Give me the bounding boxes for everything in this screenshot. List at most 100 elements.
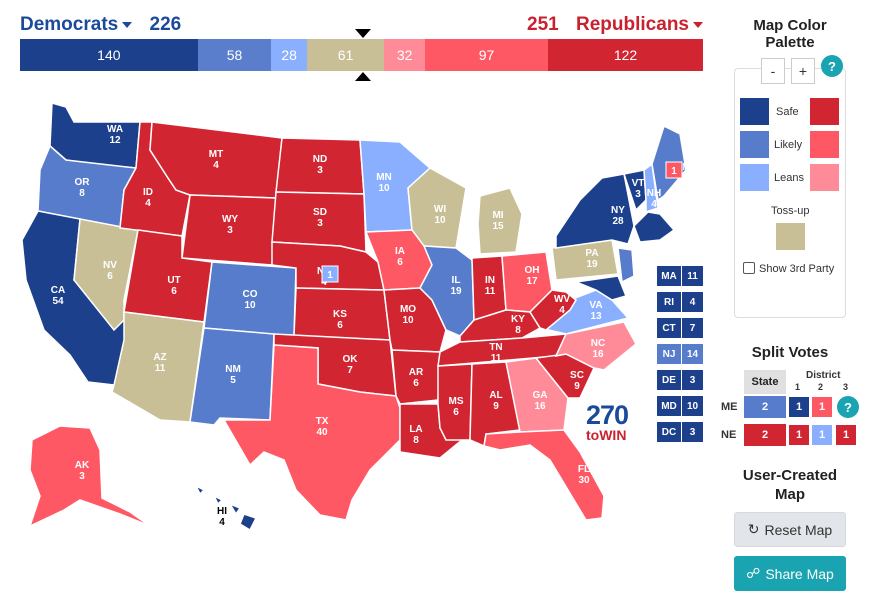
me-row-label: ME	[721, 401, 738, 413]
state-ev-in: 11	[485, 286, 496, 297]
swatch-likely-r[interactable]	[810, 131, 839, 158]
state-fl[interactable]	[483, 429, 605, 521]
label-likely: Likely	[774, 139, 803, 151]
state-label-ga: GA	[533, 390, 548, 401]
state-tx[interactable]	[222, 344, 401, 521]
zoom-in-button[interactable]: +	[791, 58, 815, 84]
me-district-box[interactable]	[665, 161, 683, 179]
state-ev-ks: 6	[337, 320, 343, 331]
majority-marker-top	[355, 29, 371, 38]
label-safe: Safe	[776, 106, 799, 118]
state-ev-az: 11	[155, 363, 166, 374]
share-map-label: Share Map	[765, 565, 834, 582]
small-state-de[interactable]: DE 3	[657, 370, 703, 390]
state-label-mi: MI	[492, 210, 503, 221]
small-state-ev: 3	[681, 422, 703, 442]
state-label-wa: WA	[107, 124, 123, 135]
small-state-ev: 3	[681, 370, 703, 390]
democrats-header[interactable]: Democrats 226	[20, 14, 181, 36]
small-state-ma[interactable]: MA 11	[657, 266, 703, 286]
zoom-out-button[interactable]: -	[761, 58, 785, 84]
split-help-icon[interactable]: ?	[837, 396, 859, 418]
state-ev-ny: 28	[612, 216, 624, 227]
reset-map-button[interactable]: ↻ Reset Map	[734, 512, 846, 547]
swatch-safe-d[interactable]	[740, 98, 769, 125]
state-nh[interactable]	[643, 162, 659, 214]
state-label-mn: MN	[376, 172, 392, 183]
state-new-england[interactable]	[633, 211, 676, 243]
state-ev-wy: 3	[227, 225, 233, 236]
state-nc[interactable]	[554, 321, 637, 371]
district-3-header: 3	[843, 382, 849, 392]
state-label-oh: OH	[525, 265, 540, 276]
swatch-leans-d[interactable]	[740, 164, 769, 191]
state-label-ut: UT	[167, 275, 180, 286]
republicans-header[interactable]: 251 Republicans	[527, 14, 703, 36]
small-state-abbr: DC	[657, 422, 681, 442]
chevron-down-icon[interactable]	[122, 21, 133, 28]
tally-segment: 61	[306, 39, 385, 71]
ne-district-3[interactable]: 1	[836, 425, 856, 445]
swatch-tossup[interactable]	[776, 223, 805, 250]
ne-district-2[interactable]: 1	[812, 425, 832, 445]
state-ak[interactable]	[28, 425, 151, 528]
state-wv[interactable]	[529, 289, 577, 331]
swatch-safe-r[interactable]	[810, 98, 839, 125]
help-icon[interactable]: ?	[821, 55, 843, 77]
show-third-party-checkbox[interactable]	[743, 262, 755, 274]
small-state-md[interactable]: MD 10	[657, 396, 703, 416]
small-state-abbr: CT	[657, 318, 681, 338]
state-label-ar: AR	[409, 367, 424, 378]
state-label-va: VA	[589, 300, 602, 311]
me-district-1[interactable]: 1	[789, 397, 809, 417]
state-mi[interactable]	[477, 187, 523, 255]
state-label-co: CO	[243, 289, 258, 300]
small-state-nj[interactable]: NJ 14	[657, 344, 703, 364]
state-ev-nc: 16	[592, 349, 604, 360]
me-district-2[interactable]: 1	[812, 397, 832, 417]
state-ev-me: 1	[687, 173, 693, 184]
small-state-ri[interactable]: RI 4	[657, 292, 703, 312]
state-hi[interactable]	[194, 484, 258, 532]
state-label-wv: WV	[554, 294, 570, 305]
small-state-dc[interactable]: DC 3	[657, 422, 703, 442]
state-labels: WA12OR8CA54NV6ID4MT4WY3UT6AZ11CO10NM5ND3…	[51, 124, 698, 528]
state-il[interactable]	[419, 245, 475, 337]
state-ga[interactable]	[505, 357, 569, 433]
ne-district-box[interactable]	[321, 265, 339, 283]
state-label-mo: MO	[400, 304, 416, 315]
state-label-nv: NV	[103, 260, 117, 271]
democrats-label[interactable]: Democrats	[20, 14, 119, 35]
me-state-value[interactable]: 2	[744, 396, 786, 418]
state-label-az: AZ	[153, 352, 166, 363]
state-ev-ut: 6	[171, 286, 177, 297]
tally-segment: 140	[20, 39, 198, 71]
tally-segment: 97	[424, 39, 549, 71]
state-nj[interactable]	[617, 247, 635, 284]
ne-district-1[interactable]: 1	[789, 425, 809, 445]
state-ev-tx: 40	[316, 427, 328, 438]
state-md-de[interactable]	[573, 275, 628, 301]
republicans-label[interactable]: Republicans	[576, 14, 689, 35]
state-label-la: LA	[409, 424, 422, 435]
swatch-leans-r[interactable]	[810, 164, 839, 191]
state-label-nh: NH	[647, 188, 661, 199]
ne-district-value: 1	[327, 270, 333, 281]
state-ar[interactable]	[391, 349, 441, 405]
state-label-wi: WI	[434, 204, 446, 215]
chevron-down-icon[interactable]	[693, 21, 703, 28]
small-state-ev: 14	[681, 344, 703, 364]
swatch-likely-d[interactable]	[740, 131, 769, 158]
small-state-ct[interactable]: CT 7	[657, 318, 703, 338]
state-ev-nd: 3	[317, 165, 323, 176]
electoral-tally-bar: 140 58 28 61 32 97 122	[20, 39, 703, 71]
state-ev-wi: 10	[434, 215, 446, 226]
state-ev-la: 8	[413, 435, 419, 446]
state-ev-nm: 5	[230, 375, 236, 386]
ne-state-value[interactable]: 2	[744, 424, 786, 446]
small-state-list: MA 11 RI 4 CT 7 NJ 14 DE 3 MD 10 DC 3	[657, 266, 703, 448]
state-label-or: OR	[75, 177, 91, 188]
tally-segment: 28	[271, 39, 307, 71]
share-map-button[interactable]: ☍ Share Map	[734, 556, 846, 591]
